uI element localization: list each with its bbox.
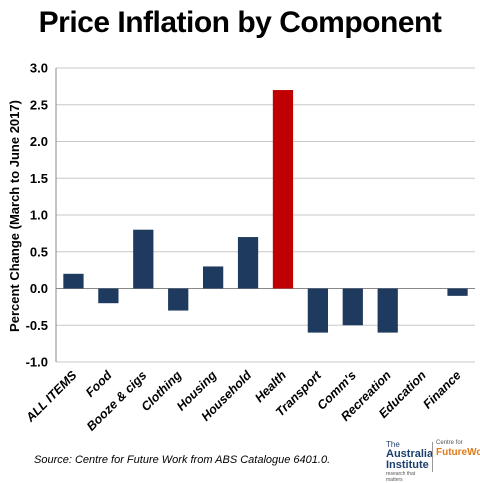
logo-the-text: The — [386, 440, 400, 449]
logo-australia-text: Australia — [386, 448, 434, 460]
y-tick-label: 0.0 — [30, 281, 48, 296]
bar-finance — [447, 288, 468, 296]
grid-lines — [56, 67, 475, 363]
bar-health — [272, 90, 294, 289]
y-tick-label: 1.5 — [30, 171, 48, 186]
bar-comm-s — [342, 288, 363, 326]
x-category-label: Finance — [420, 368, 463, 411]
bar-all-items — [63, 273, 84, 289]
bar-food — [98, 288, 119, 304]
y-tick-label: -0.5 — [26, 318, 48, 333]
bars — [63, 90, 468, 333]
y-tick-label: -1.0 — [26, 355, 48, 370]
axes — [55, 68, 475, 362]
bar-recreation — [377, 288, 398, 333]
logo-centre-for-text: Centre for — [436, 440, 463, 446]
y-tick-label: 2.5 — [30, 97, 48, 112]
bar-transport — [307, 288, 329, 333]
logo-institute-text: Institute — [386, 459, 429, 471]
y-tick-label: 1.0 — [30, 208, 48, 223]
x-category-label: ALL ITEMS — [22, 368, 80, 426]
x-category-label: Food — [83, 368, 115, 400]
bar-household — [237, 237, 259, 289]
logo-australia-institute: The Australia Institute research that ma… — [386, 440, 434, 483]
bar-clothing — [168, 288, 189, 311]
australia-institute-logo: The Australia Institute research that ma… — [386, 440, 480, 483]
logo-divider — [432, 442, 433, 472]
source-note: Source: Centre for Future Work from ABS … — [34, 454, 331, 466]
y-axis-label: Percent Change (March to June 2017) — [7, 100, 22, 332]
y-tick-label: 2.0 — [30, 134, 48, 149]
y-tick-label: 0.5 — [30, 244, 48, 259]
bar-housing — [202, 266, 224, 289]
y-tick-label: 3.0 — [30, 61, 48, 76]
y-tick-labels: 3.0 2.5 2.0 1.5 1.0 0.5 0.0 -0.5 -1.0 — [26, 61, 48, 370]
chart-title: Price Inflation by Component — [38, 6, 442, 39]
logo-tagline: research that matters — [386, 471, 416, 483]
bar-booze-cigs — [133, 229, 154, 289]
